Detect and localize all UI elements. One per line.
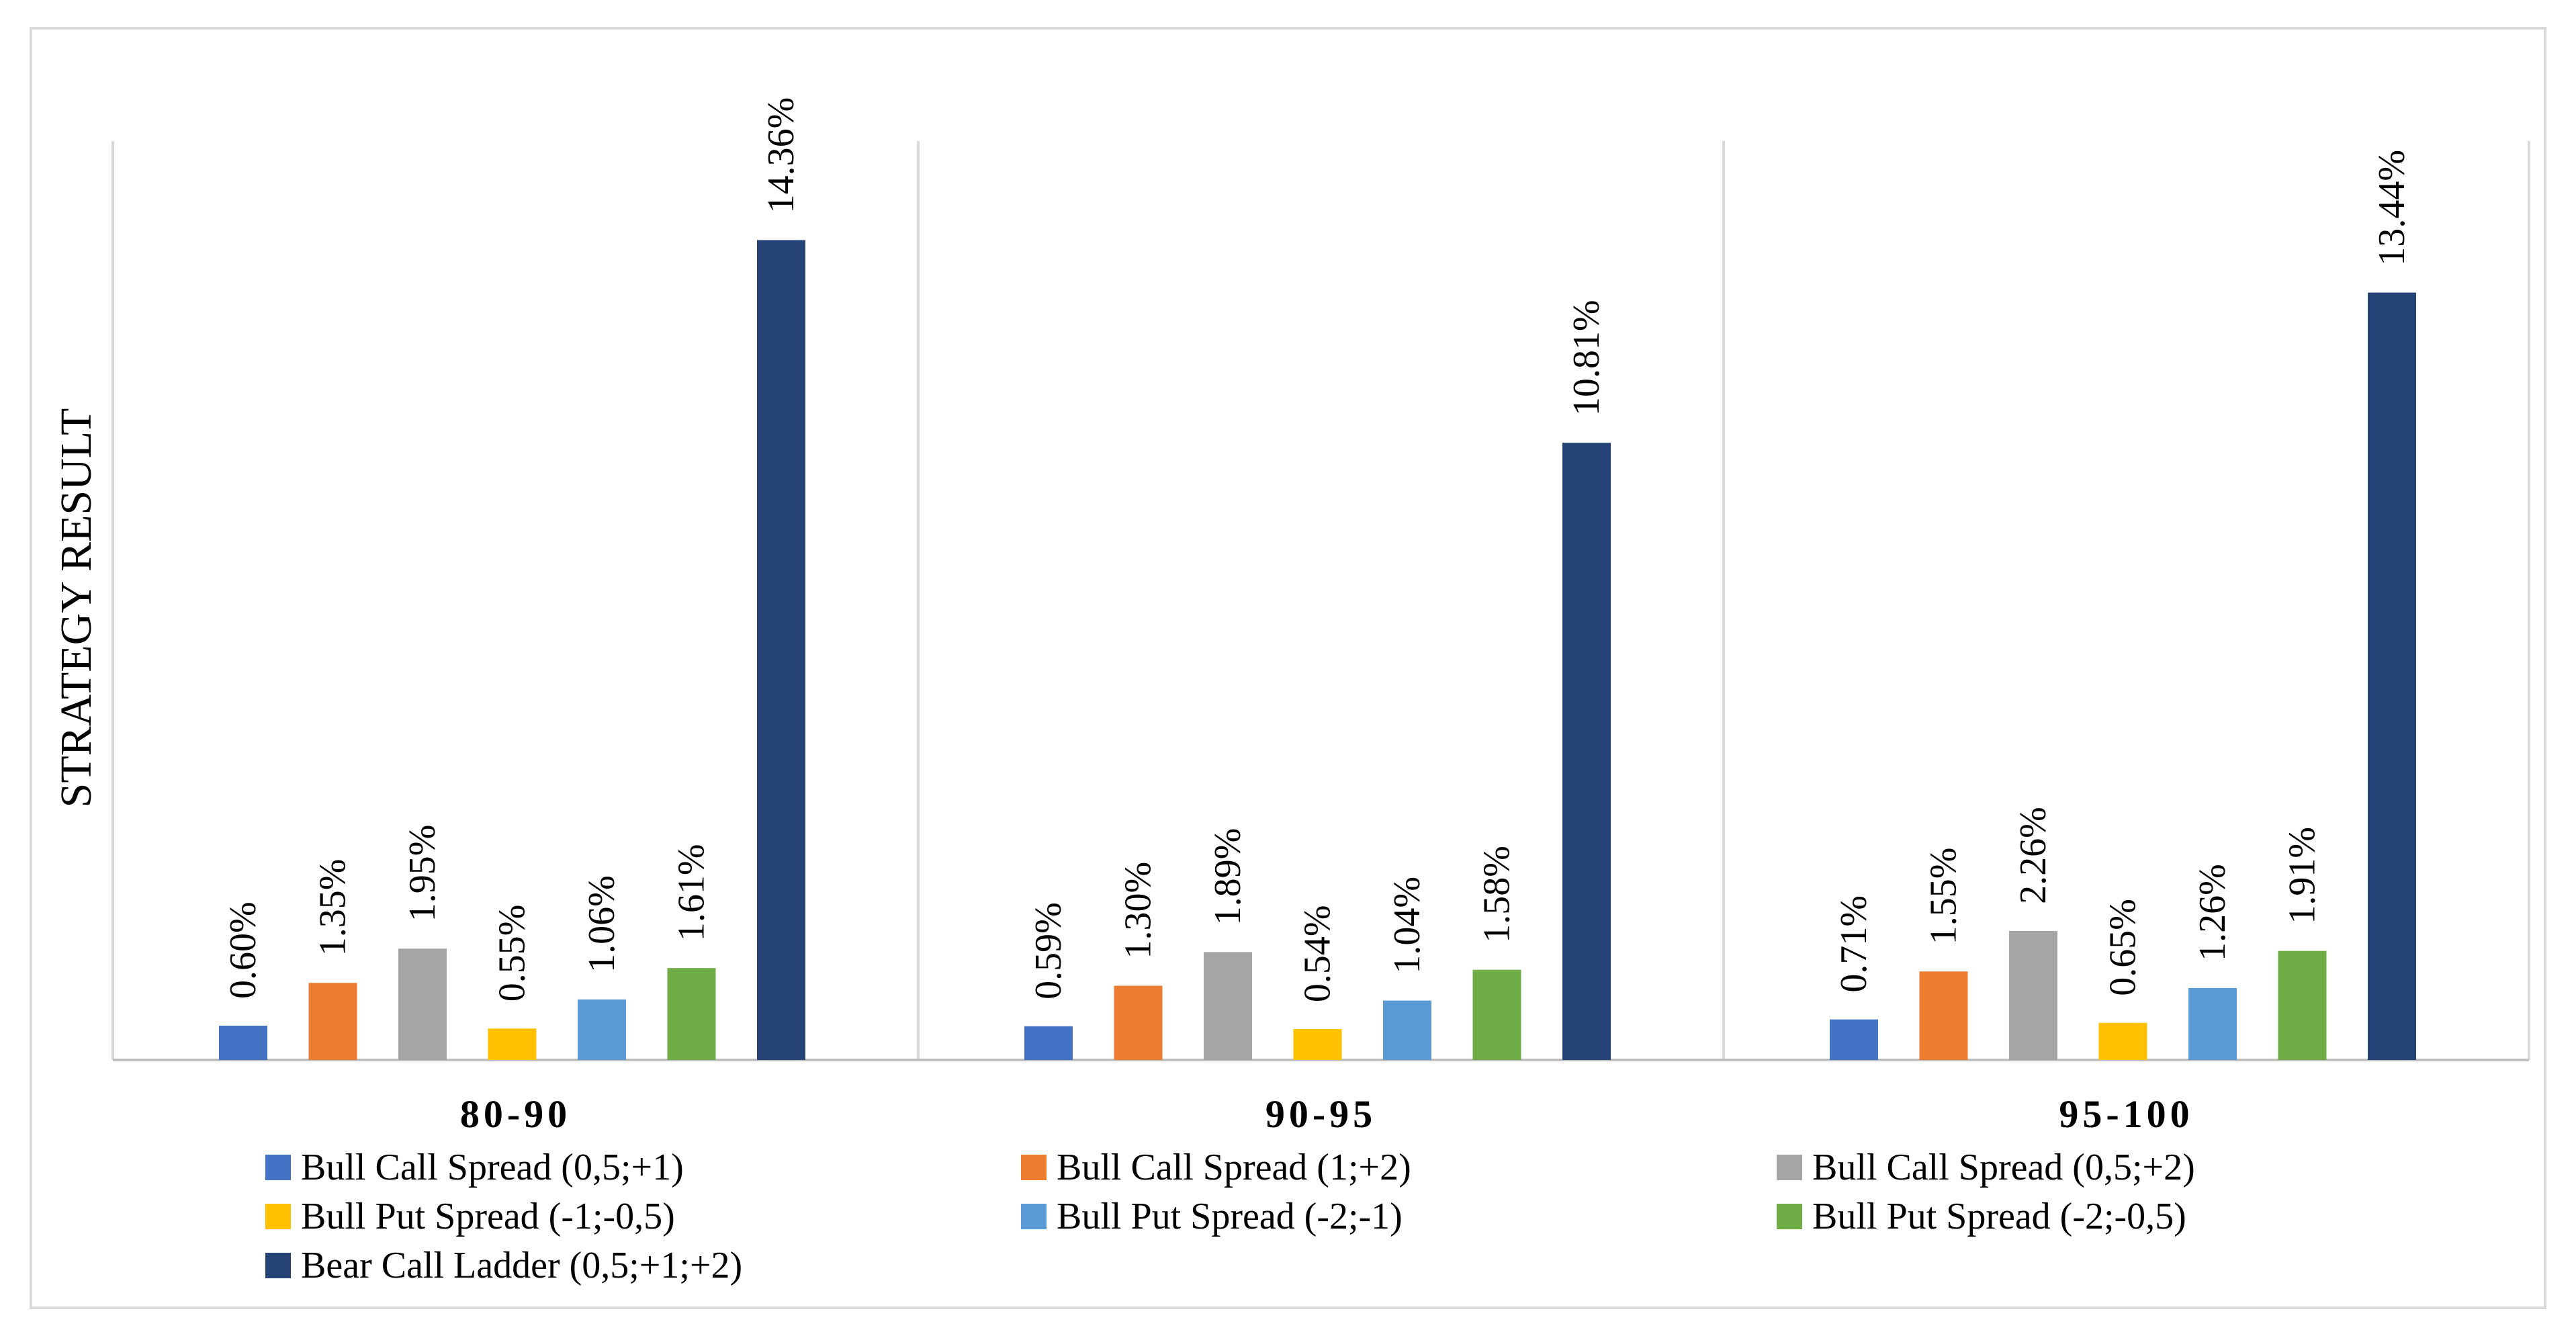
x-tick-label: 90-95 xyxy=(1265,1092,1376,1136)
data-label: 0.55% xyxy=(492,905,533,1002)
legend-swatch xyxy=(1021,1204,1047,1229)
data-label: 0.71% xyxy=(1833,895,1875,993)
data-label: 1.06% xyxy=(581,875,623,973)
data-label: 2.26% xyxy=(2012,807,2054,904)
bar xyxy=(2188,987,2237,1060)
legend-label: Bull Call Spread (0,5;+2) xyxy=(1812,1147,2195,1188)
bar xyxy=(2098,1022,2147,1060)
data-label: 0.65% xyxy=(2102,899,2144,996)
bar xyxy=(1919,971,1968,1060)
bar xyxy=(578,999,626,1060)
bar xyxy=(2368,292,2416,1061)
legend-swatch xyxy=(1021,1155,1047,1180)
legend-swatch xyxy=(265,1253,291,1278)
bar xyxy=(667,968,716,1060)
data-label: 0.60% xyxy=(222,901,264,999)
legend-label: Bear Call Ladder (0,5;+1;+2) xyxy=(301,1245,742,1286)
bar xyxy=(398,948,447,1060)
legend-swatch xyxy=(265,1155,291,1180)
data-label: 1.95% xyxy=(402,825,443,922)
data-label: 1.61% xyxy=(671,844,713,941)
legend-label: Bull Call Spread (0,5;+1) xyxy=(301,1147,684,1188)
x-tick-label: 95-100 xyxy=(2059,1092,2193,1136)
legend-swatch xyxy=(1777,1155,1802,1180)
bar xyxy=(2278,950,2327,1060)
bar xyxy=(1293,1029,1342,1060)
bar xyxy=(1472,969,1521,1060)
x-tick-label: 80-90 xyxy=(460,1092,571,1136)
legend-label: Bull Call Spread (1;+2) xyxy=(1057,1147,1411,1188)
data-label: 1.35% xyxy=(312,859,354,957)
data-label: 1.89% xyxy=(1207,828,1249,926)
data-label: 10.81% xyxy=(1566,300,1607,416)
chart-frame xyxy=(30,27,2546,1309)
data-label: 0.54% xyxy=(1297,905,1339,1002)
bar xyxy=(1114,985,1163,1060)
data-label: 1.58% xyxy=(1476,846,1518,943)
bar xyxy=(1383,1000,1431,1060)
legend-swatch xyxy=(1777,1204,1802,1229)
legend-swatch xyxy=(265,1204,291,1229)
y-axis-title: STRATEGY RESULT xyxy=(52,408,101,808)
bar xyxy=(2009,930,2057,1060)
data-label: 1.04% xyxy=(1386,877,1428,974)
bar xyxy=(1204,952,1252,1060)
bar xyxy=(757,240,805,1060)
bar xyxy=(308,983,357,1060)
data-label: 1.30% xyxy=(1118,862,1159,959)
bar xyxy=(488,1028,537,1060)
data-label: 14.36% xyxy=(760,97,802,214)
data-label: 13.44% xyxy=(2371,150,2413,266)
data-label: 1.26% xyxy=(2192,864,2233,961)
data-label: 0.59% xyxy=(1028,902,1069,1000)
bar xyxy=(1024,1026,1073,1060)
data-label: 1.55% xyxy=(1923,848,1965,945)
legend-label: Bull Put Spread (-2;-0,5) xyxy=(1812,1196,2186,1237)
bar xyxy=(1830,1019,1878,1060)
bar xyxy=(1562,443,1611,1060)
data-label: 1.91% xyxy=(2282,827,2323,924)
bar xyxy=(219,1026,267,1060)
legend-label: Bull Put Spread (-2;-1) xyxy=(1057,1196,1403,1237)
legend-label: Bull Put Spread (-1;-0,5) xyxy=(301,1196,675,1237)
